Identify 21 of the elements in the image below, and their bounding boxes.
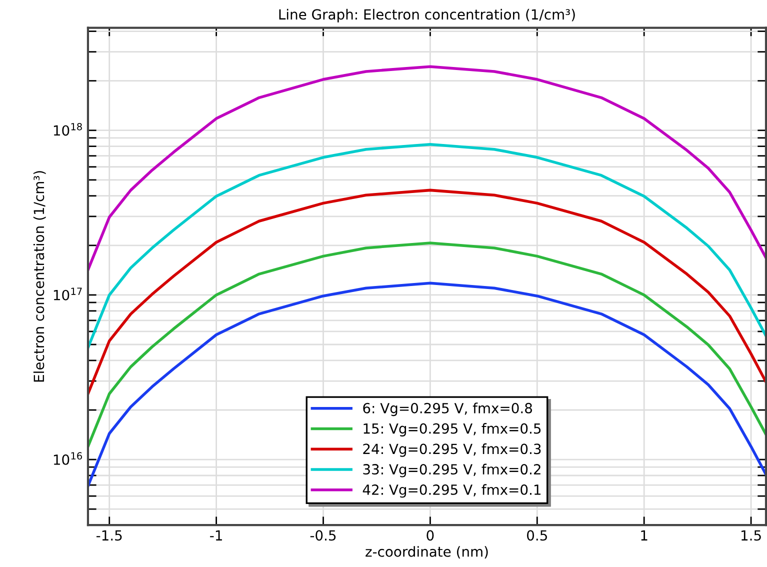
x-tick-label: 1.5	[742, 530, 761, 541]
y-tick-label: 10$^{16}$	[54, 452, 82, 465]
x-tick-label: 0.5	[527, 530, 547, 541]
legend-label: 33: Vg=0.295 V, fmx=0.2	[363, 464, 540, 478]
line-series	[88, 142, 766, 350]
legend-label: 24: Vg=0.295 V, fmx=0.3	[363, 443, 541, 457]
y-tick-label: 10$^{18}$	[54, 123, 82, 136]
chart-title: Line Graph: Electron concentration (1/cm³)	[279, 8, 575, 22]
x-tick-label: 1	[641, 530, 648, 540]
x-axis-title: z-coordinate (nm)	[366, 546, 488, 559]
legend-label: 15: Vg=0.295 V, fmx=0.5	[364, 423, 541, 436]
x-tick-label: -1	[210, 530, 222, 540]
y-tick-label: 10$^{17}$	[54, 288, 82, 300]
x-tick-label: -0.5	[310, 530, 336, 541]
legend-label: 6: Vg=0.295 V, fmx=0.8	[363, 402, 532, 416]
line-series	[88, 188, 766, 396]
x-tick-label: -1.5	[96, 530, 122, 541]
line-series	[88, 65, 766, 272]
y-axis-title: Electron concentration (1/cm³)	[33, 171, 46, 382]
x-tick-label: 0	[426, 530, 434, 541]
legend-label: 42: Vg=0.295 V, fmx=0.1	[362, 484, 541, 498]
